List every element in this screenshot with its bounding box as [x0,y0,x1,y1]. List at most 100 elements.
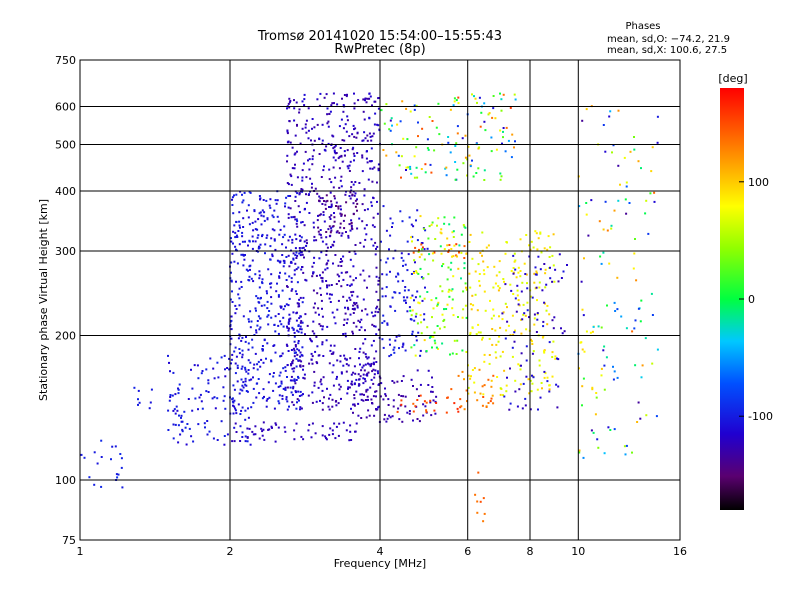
echo-point [445,174,448,177]
echo-point [610,227,613,230]
echo-point [350,222,353,225]
echo-point [325,200,328,203]
echo-point [266,315,269,318]
echo-point [651,146,654,149]
echo-point [552,233,555,236]
echo-point [364,238,367,241]
echo-point [422,277,425,280]
echo-point [524,314,527,317]
echo-point [349,424,352,427]
echo-point [295,357,298,360]
echo-point [324,203,327,206]
echo-point [514,297,517,300]
echo-point [352,332,354,335]
echo-point [374,112,377,115]
echo-point [364,99,366,102]
y-tick-label: 200 [55,330,76,343]
echo-point [258,277,261,280]
echo-point [634,364,637,367]
echo-point [339,222,342,225]
echo-point [294,218,297,221]
echo-point [293,215,296,218]
echo-point [405,169,407,171]
echo-point [441,342,444,345]
echo-point [301,346,304,349]
echo-point [590,199,593,202]
echo-point [365,355,368,358]
echo-point [300,221,303,224]
echo-point [293,352,296,355]
echo-point [488,354,491,356]
echo-point [197,423,200,426]
echo-point [401,279,404,282]
echo-point [604,200,607,203]
echo-point [329,349,332,352]
echo-point [376,181,378,184]
echo-point [402,264,404,267]
echo-point [368,92,371,95]
echo-point [543,351,546,354]
echo-point [439,245,442,248]
echo-point [290,364,293,367]
echo-point [333,422,336,425]
echo-point [377,163,380,166]
echo-point [340,175,343,178]
echo-point [481,231,484,234]
echo-point [353,107,356,110]
echo-point [325,437,327,440]
echo-point [548,388,551,391]
echo-point [492,374,495,377]
echo-point [296,225,299,228]
echo-point [385,286,388,289]
echo-point [338,186,341,189]
echo-point [326,286,329,289]
echo-point [361,393,364,396]
echo-point [326,113,329,116]
echo-point [245,336,247,338]
echo-point [406,296,409,299]
echo-point [393,291,396,294]
echo-point [339,385,342,388]
echo-point [346,284,349,286]
echo-point [300,331,303,334]
echo-point [278,260,281,263]
echo-point [505,390,508,393]
echo-point [401,100,404,103]
echo-point [339,147,342,149]
echo-point [238,211,241,214]
echo-point [286,400,289,403]
echo-point [313,139,316,142]
echo-point [337,264,340,267]
echo-point [636,421,639,423]
echo-point [222,399,225,402]
echo-point [471,257,474,260]
echo-point [185,443,188,446]
echo-point [388,355,391,358]
echo-point [478,368,481,371]
echo-point [540,382,543,384]
echo-point [330,284,333,286]
echo-point [252,280,255,283]
echo-point [482,393,485,396]
echo-point [247,318,250,321]
echo-point [338,422,341,425]
echo-point [335,205,337,207]
echo-point [612,378,615,381]
echo-point [431,376,433,379]
echo-point [286,376,288,378]
echo-point [234,245,237,248]
echo-point [336,230,339,233]
echo-point [417,121,419,124]
echo-point [286,364,289,366]
echo-point [293,273,296,276]
echo-point [458,251,460,254]
echo-point [342,421,345,424]
x-tick-label: 10 [571,545,585,558]
echo-point [231,252,234,255]
echo-point [336,308,339,311]
echo-point [504,302,507,305]
echo-point [358,378,360,381]
echo-point [346,299,348,302]
echo-point [363,369,366,372]
